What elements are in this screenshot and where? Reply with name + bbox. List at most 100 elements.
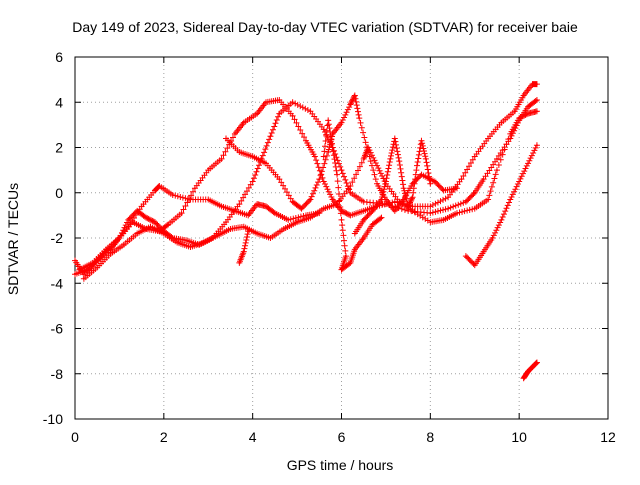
data-point (527, 162, 530, 165)
data-point (242, 250, 245, 253)
data-point (362, 157, 365, 160)
data-point (518, 117, 521, 120)
data-point (140, 205, 143, 208)
data-point (389, 157, 392, 160)
data-point (220, 157, 223, 160)
data-point (158, 184, 161, 187)
data-point (340, 268, 343, 271)
data-point (429, 182, 432, 185)
data-point (180, 212, 183, 215)
series-layer (72, 81, 540, 382)
data-point (535, 98, 538, 101)
data-point (264, 162, 267, 165)
data-point (78, 268, 81, 271)
data-point (309, 198, 312, 201)
data-point (278, 112, 281, 115)
data-point (362, 237, 365, 239)
data-point (189, 246, 192, 249)
grid-layer (75, 57, 608, 419)
data-point (393, 209, 396, 212)
data-point (287, 218, 290, 221)
data-point (482, 178, 485, 181)
data-point (207, 169, 210, 172)
data-point (216, 234, 219, 237)
data-point (269, 237, 272, 239)
data-point (145, 216, 148, 219)
data-point (247, 230, 250, 233)
data-point (167, 223, 170, 226)
series-track-h (462, 142, 540, 269)
data-point (322, 155, 325, 158)
data-point (105, 248, 108, 251)
data-point (535, 361, 538, 364)
data-point (149, 225, 152, 228)
data-point (278, 98, 281, 101)
data-point (362, 218, 365, 221)
series-track-i (236, 228, 252, 266)
data-point (127, 218, 130, 221)
data-point (269, 135, 272, 138)
series-track-j (520, 359, 540, 382)
data-point (353, 232, 356, 235)
data-point (535, 110, 538, 113)
data-point (96, 266, 99, 269)
data-point (416, 164, 419, 167)
data-point (447, 196, 450, 199)
data-point (500, 121, 503, 124)
y-tick-label: 4 (55, 94, 63, 110)
data-point (531, 83, 534, 86)
data-point (362, 209, 365, 212)
data-point (349, 103, 352, 106)
data-point (264, 205, 267, 208)
data-point (251, 155, 254, 158)
data-point (362, 200, 365, 203)
y-tick-label: -6 (51, 321, 64, 337)
x-tick-label: 2 (160, 429, 168, 445)
data-point (291, 114, 294, 117)
data-point (318, 178, 321, 181)
data-point (460, 178, 463, 181)
y-tick-label: -2 (51, 230, 64, 246)
data-point (238, 151, 241, 154)
data-point (473, 207, 476, 210)
data-point (433, 180, 436, 183)
data-point (376, 182, 379, 185)
data-markers (236, 228, 252, 266)
data-point (411, 209, 414, 212)
data-point (309, 216, 312, 219)
y-tick-label: -4 (51, 275, 64, 291)
data-point (429, 221, 432, 224)
data-point (473, 264, 476, 267)
x-tick-label: 12 (600, 429, 616, 445)
data-point (473, 155, 476, 158)
data-point (522, 377, 525, 380)
data-point (349, 191, 352, 194)
data-point (304, 214, 307, 217)
data-point (384, 180, 387, 183)
data-point (109, 252, 112, 255)
data-point (331, 146, 334, 149)
data-point (384, 198, 387, 201)
data-point (247, 214, 250, 217)
y-axis-label: SDTVAR / TECUs (5, 183, 21, 295)
data-point (322, 180, 325, 183)
data-point (176, 241, 179, 244)
data-point (202, 241, 205, 244)
y-tick-label: 2 (55, 140, 63, 156)
data-point (207, 198, 210, 201)
data-point (380, 198, 383, 201)
data-point (464, 200, 467, 203)
data-point (535, 83, 538, 86)
series-track-e (223, 92, 460, 214)
data-point (411, 196, 414, 199)
y-tick-label: 0 (55, 185, 63, 201)
data-point (380, 216, 383, 219)
data-point (256, 112, 259, 115)
data-point (331, 198, 334, 201)
x-tick-label: 0 (71, 429, 79, 445)
data-markers (462, 142, 540, 269)
data-point (153, 221, 156, 224)
data-point (527, 112, 530, 115)
data-point (495, 157, 498, 160)
data-point (291, 101, 294, 104)
